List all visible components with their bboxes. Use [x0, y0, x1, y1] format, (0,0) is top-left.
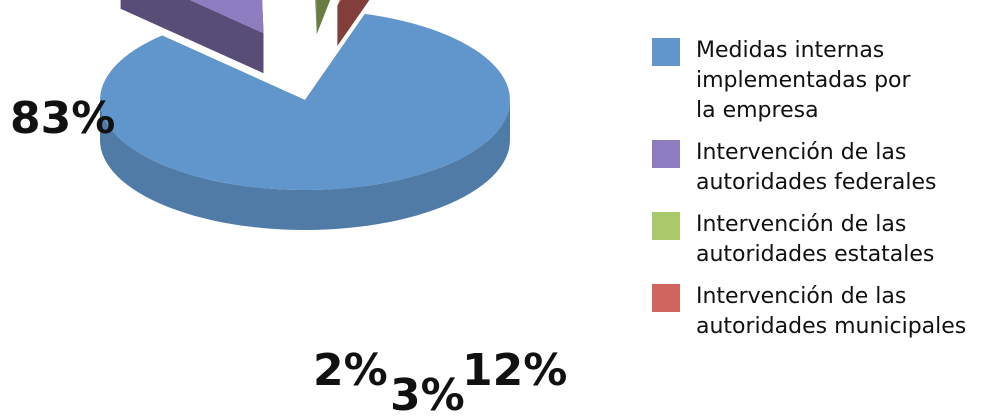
slice-label-2: 2%: [313, 345, 388, 396]
legend-swatch: [652, 212, 680, 240]
legend-item-municipales: Intervención de las autoridades municipa…: [652, 282, 982, 342]
slice-2: [337, 0, 370, 46]
legend-item-estatales: Intervención de las autoridades estatale…: [652, 210, 982, 270]
slice-label-83: 83%: [10, 93, 115, 144]
slice-2-top: [337, 0, 342, 6]
slice-3-cut-face: [315, 0, 317, 35]
legend-swatch: [652, 38, 680, 66]
legend-swatch: [652, 284, 680, 312]
slice-12: [120, 0, 264, 74]
legend-label: Intervención de las autoridades federale…: [696, 140, 937, 195]
slice-83: [100, 13, 510, 230]
legend-label: Intervención de las autoridades municipa…: [696, 284, 967, 339]
slice-label-12: 12%: [462, 345, 567, 396]
slice-3-cut-face: [316, 0, 331, 35]
slice-label-3: 3%: [390, 370, 465, 419]
legend-label: Intervención de las autoridades estatale…: [696, 212, 935, 267]
pie-slices: [100, 0, 510, 230]
legend-item-federales: Intervención de las autoridades federale…: [652, 138, 982, 198]
legend: Medidas internas implementadas por la em…: [652, 36, 982, 354]
slice-83-top: [100, 13, 510, 191]
slice-12-top: [189, 0, 264, 34]
slice-83-rim: [100, 100, 510, 230]
slice-2-cut-face: [337, 0, 370, 46]
slice-3: [315, 0, 331, 35]
legend-item-medidas-internas: Medidas internas implementadas por la em…: [652, 36, 982, 126]
slice-12-cut-face: [120, 0, 264, 74]
legend-swatch: [652, 140, 680, 168]
legend-label: Medidas internas implementadas por la em…: [696, 38, 911, 123]
